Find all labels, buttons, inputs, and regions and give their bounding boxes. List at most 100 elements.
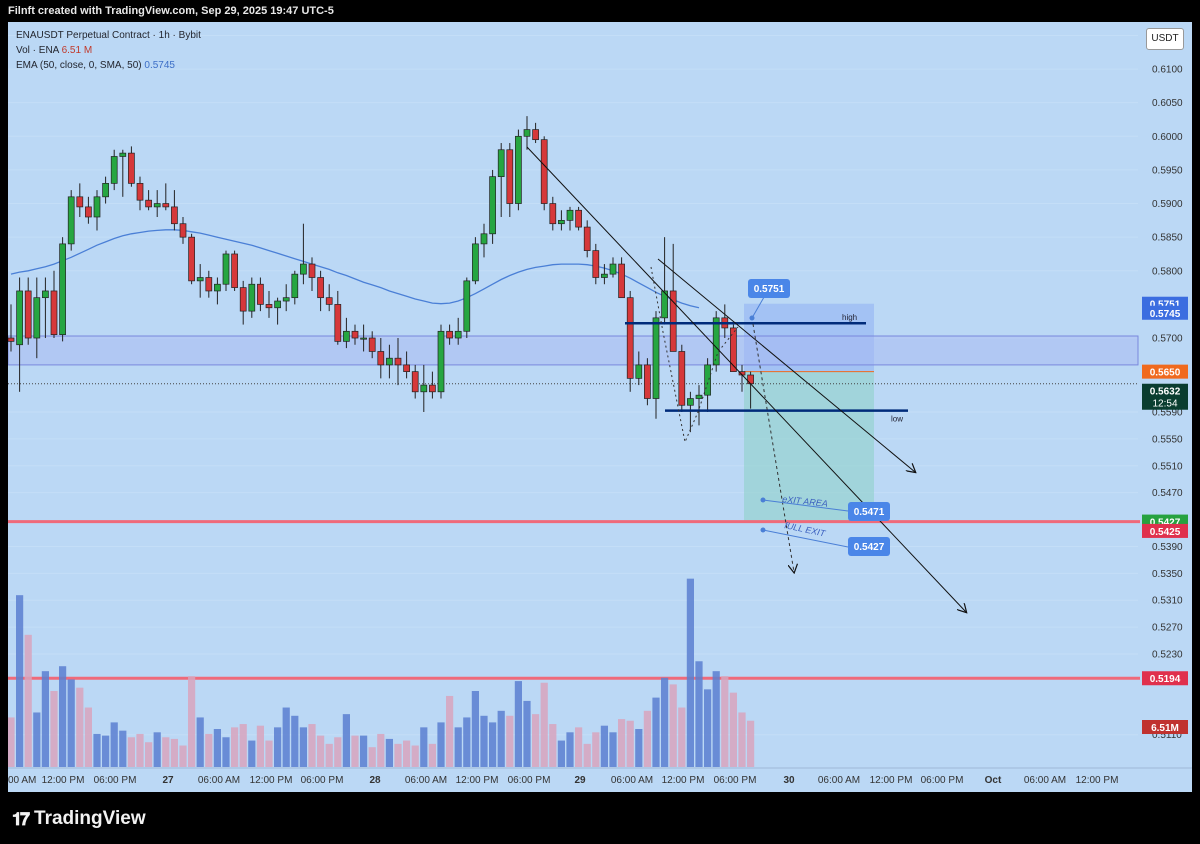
candle-body[interactable]: [265, 304, 273, 309]
candle-body[interactable]: [695, 394, 703, 399]
candle-body[interactable]: [110, 156, 118, 184]
candle-body[interactable]: [523, 129, 531, 137]
chart-panel[interactable]: high low eXIT AREA fULL EXIT 0.5751 0.5471 0.5…: [8, 22, 1192, 792]
candle-body[interactable]: [609, 263, 617, 275]
volume-bar: [76, 687, 84, 767]
price-callout-text: 0.5751: [754, 284, 785, 295]
candle-body[interactable]: [300, 263, 307, 275]
candle-body[interactable]: [248, 283, 256, 312]
candle-body[interactable]: [50, 290, 58, 336]
candle-body[interactable]: [497, 149, 505, 177]
candle-body[interactable]: [8, 337, 15, 342]
candle-body[interactable]: [76, 196, 84, 208]
candle-body[interactable]: [532, 129, 539, 141]
candle-body[interactable]: [446, 330, 453, 339]
price-callout[interactable]: [848, 537, 890, 556]
price-callout[interactable]: [848, 502, 890, 521]
volume-bar: [506, 715, 514, 767]
candle-body[interactable]: [678, 351, 686, 406]
candle-body[interactable]: [730, 327, 737, 372]
candle-body[interactable]: [411, 371, 419, 393]
candle-body[interactable]: [661, 290, 668, 319]
candle-body[interactable]: [386, 357, 393, 366]
candle-body[interactable]: [626, 297, 634, 379]
candle-body[interactable]: [420, 384, 428, 393]
candle-body[interactable]: [188, 236, 195, 282]
candle-body[interactable]: [360, 337, 367, 340]
candle-body[interactable]: [128, 152, 135, 184]
candle-body[interactable]: [214, 283, 221, 292]
candle-body[interactable]: [67, 196, 75, 245]
candle-body[interactable]: [747, 374, 754, 385]
candle-body[interactable]: [85, 206, 92, 218]
candle-body[interactable]: [549, 203, 557, 225]
candle-body[interactable]: [33, 297, 41, 339]
volume-bar: [643, 710, 651, 767]
candle-body[interactable]: [704, 364, 711, 396]
candle-body[interactable]: [282, 297, 290, 302]
candle-body[interactable]: [575, 209, 582, 228]
volume-bar: [463, 717, 471, 767]
candle-body[interactable]: [93, 196, 101, 218]
candle-body[interactable]: [59, 243, 66, 336]
currency-button[interactable]: USDT: [1146, 28, 1184, 50]
candle-body[interactable]: [179, 223, 187, 238]
candle-body[interactable]: [291, 273, 299, 299]
candle-body[interactable]: [489, 176, 496, 235]
candle-body[interactable]: [454, 330, 462, 339]
candle-body[interactable]: [644, 364, 651, 399]
candle-body[interactable]: [16, 290, 23, 346]
candle-body[interactable]: [592, 250, 600, 278]
candle-body[interactable]: [196, 277, 204, 282]
candle-body[interactable]: [480, 233, 488, 245]
candle-body[interactable]: [472, 243, 479, 282]
candle-body[interactable]: [162, 203, 170, 208]
candle-body[interactable]: [308, 263, 316, 278]
candle-body[interactable]: [368, 337, 376, 352]
candle-body[interactable]: [583, 226, 591, 251]
candle-body[interactable]: [257, 283, 264, 305]
candle-body[interactable]: [618, 263, 625, 299]
candle-body[interactable]: [463, 280, 471, 332]
candle-body[interactable]: [669, 290, 677, 352]
candle-body[interactable]: [205, 277, 213, 292]
candle-body[interactable]: [24, 290, 32, 339]
candle-body[interactable]: [429, 384, 436, 393]
candle-body[interactable]: [153, 203, 161, 208]
candle-body[interactable]: [403, 364, 410, 372]
candle-body[interactable]: [274, 300, 281, 309]
candle-body[interactable]: [231, 253, 238, 288]
candle-body[interactable]: [136, 183, 144, 201]
volume-bar: [669, 684, 677, 767]
candle-body[interactable]: [171, 206, 178, 225]
volume-bar: [342, 714, 350, 767]
candle-body[interactable]: [566, 209, 574, 221]
candle-body[interactable]: [325, 297, 333, 305]
candle-body[interactable]: [222, 253, 230, 285]
candle-body[interactable]: [317, 277, 324, 299]
candle-body[interactable]: [102, 183, 109, 198]
candle-body[interactable]: [351, 330, 359, 339]
volume-bar: [635, 729, 643, 767]
candle-body[interactable]: [687, 398, 694, 406]
candle-body[interactable]: [652, 317, 660, 399]
candle-body[interactable]: [601, 273, 608, 278]
candle-body[interactable]: [42, 290, 49, 299]
candle-body[interactable]: [712, 317, 720, 366]
candle-body[interactable]: [394, 357, 402, 366]
candle-body[interactable]: [377, 351, 385, 366]
candle-body[interactable]: [343, 330, 350, 342]
price-callout[interactable]: [748, 279, 790, 298]
volume-bar: [385, 738, 393, 767]
candle-body[interactable]: [119, 152, 127, 157]
candle-body[interactable]: [540, 139, 548, 204]
candle-body[interactable]: [515, 135, 522, 204]
candle-body[interactable]: [437, 330, 445, 393]
candle-body[interactable]: [145, 199, 152, 208]
candle-body[interactable]: [558, 220, 565, 225]
candle-body[interactable]: [635, 364, 643, 379]
candle-body[interactable]: [239, 287, 247, 312]
candle-body[interactable]: [334, 304, 342, 342]
candle-body[interactable]: [506, 149, 514, 204]
